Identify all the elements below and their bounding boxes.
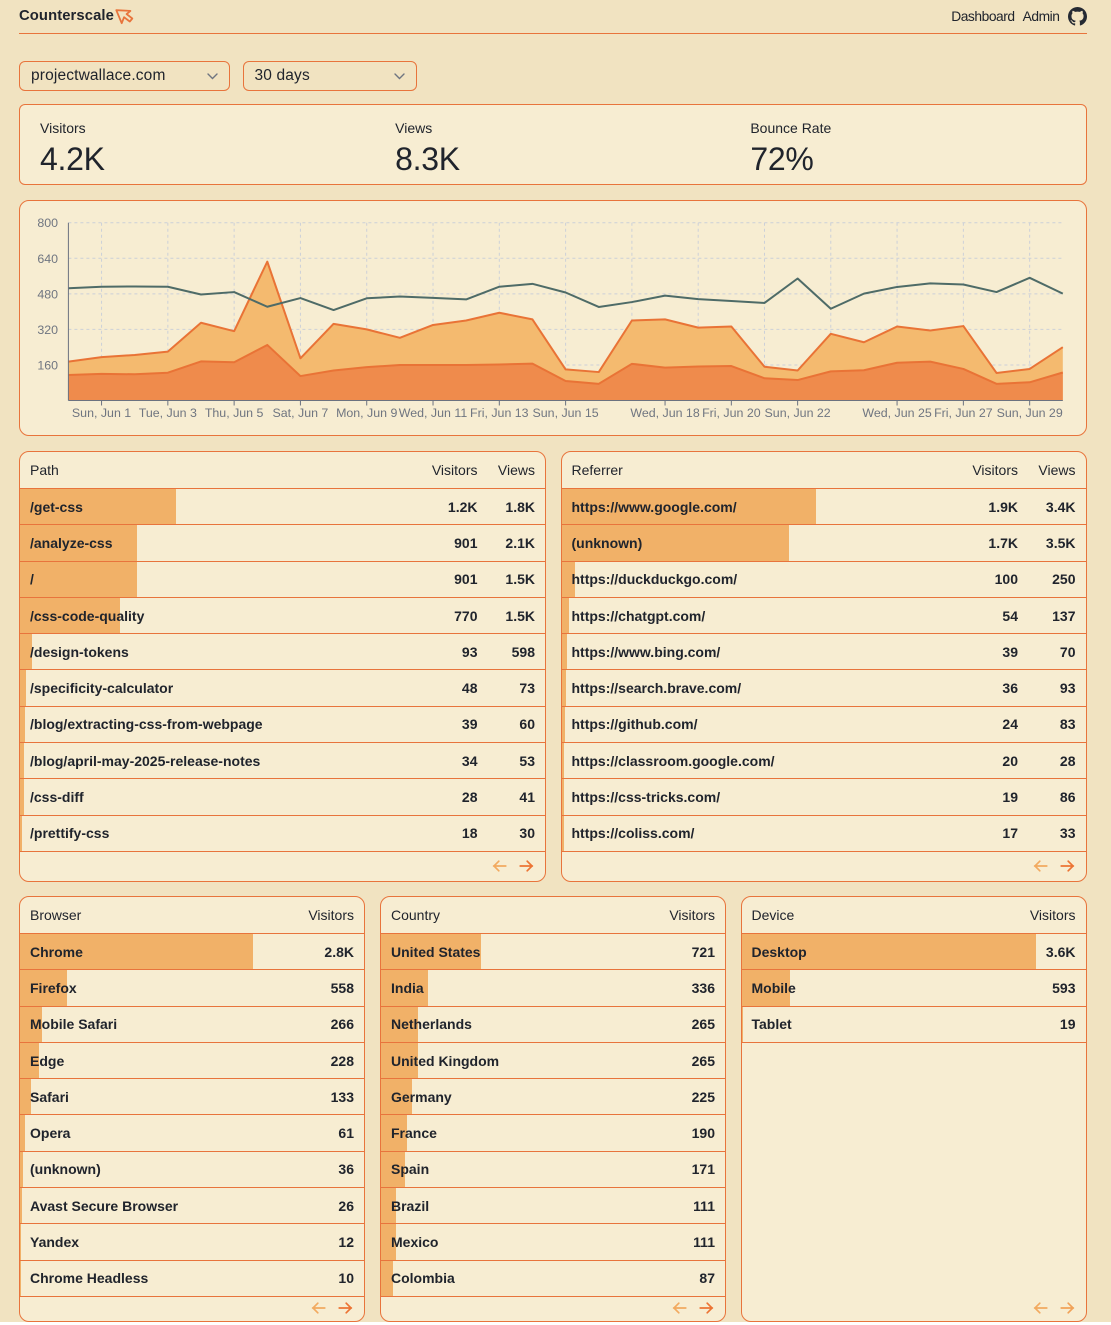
svg-text:800: 800 <box>37 216 58 230</box>
svg-text:Tue, Jun 3: Tue, Jun 3 <box>139 406 197 420</box>
svg-text:160: 160 <box>37 358 58 372</box>
svg-text:Mon, Jun 9: Mon, Jun 9 <box>336 406 397 420</box>
svg-text:Sat, Jun 7: Sat, Jun 7 <box>273 406 329 420</box>
svg-text:640: 640 <box>37 252 58 266</box>
svg-text:Fri, Jun 20: Fri, Jun 20 <box>702 406 761 420</box>
svg-text:Wed, Jun 11: Wed, Jun 11 <box>399 406 468 420</box>
svg-text:Fri, Jun 27: Fri, Jun 27 <box>934 406 993 420</box>
svg-text:Fri, Jun 13: Fri, Jun 13 <box>470 406 529 420</box>
svg-text:Sun, Jun 1: Sun, Jun 1 <box>72 406 131 420</box>
svg-text:Wed, Jun 18: Wed, Jun 18 <box>630 406 699 420</box>
svg-text:Wed, Jun 25: Wed, Jun 25 <box>862 406 931 420</box>
svg-text:320: 320 <box>37 323 58 337</box>
svg-text:Sun, Jun 15: Sun, Jun 15 <box>533 406 599 420</box>
svg-text:480: 480 <box>37 287 58 301</box>
svg-text:Sun, Jun 29: Sun, Jun 29 <box>997 406 1063 420</box>
svg-text:Sun, Jun 22: Sun, Jun 22 <box>765 406 831 420</box>
svg-text:Thu, Jun 5: Thu, Jun 5 <box>205 406 264 420</box>
